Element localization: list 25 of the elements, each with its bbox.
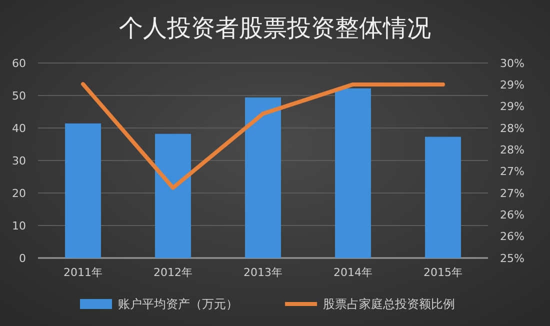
legend-label: 股票占家庭总投资额比例 [323,297,455,312]
y-tick-label: 50 [12,89,26,102]
y2-tick-label: 27% [500,165,524,178]
x-tick-label: 2012年 [154,266,192,279]
y2-tick-label: 29% [500,100,524,114]
y-tick-label: 30 [12,154,26,168]
y-tick-label: 10 [12,219,26,232]
y2-tick-label: 25% [500,252,524,265]
x-tick-label: 2011年 [64,266,102,279]
y-tick-label: 60 [12,56,26,70]
y2-tick-label: 26% [500,208,524,222]
x-tick-label: 2015年 [424,266,462,279]
x-tick-label: 2014年 [334,266,372,279]
y2-tick-label: 30% [500,56,524,70]
x-tick-label: 2013年 [244,266,282,279]
y-tick-label: 0 [19,252,26,265]
legend-label: 账户平均资产（万元） [118,297,238,312]
y2-tick-label: 28% [500,144,524,157]
y2-tick-label: 29% [500,78,524,92]
y2-tick-label: 27% [500,186,524,200]
y2-tick-label: 26% [500,230,524,244]
y-tick-label: 20 [12,186,26,200]
y2-tick-label: 28% [500,122,524,135]
y-tick-label: 40 [12,122,26,135]
chart-title: 个人投资者股票投资整体情况 [119,14,431,42]
